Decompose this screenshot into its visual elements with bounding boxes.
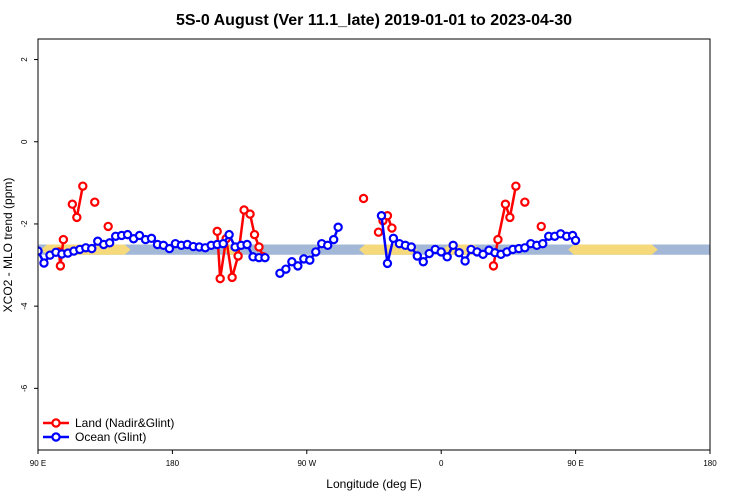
data-point [436, 247, 446, 257]
data-point [78, 181, 88, 191]
data-point [505, 212, 515, 223]
series-layer [38, 181, 581, 284]
data-point [500, 199, 511, 209]
background-band [38, 244, 710, 255]
data-point [224, 229, 234, 240]
data-point [134, 230, 145, 241]
data-point [242, 239, 252, 250]
y-axis: 2 0 -2 -4 -6 [20, 57, 38, 392]
series-line [215, 207, 265, 279]
data-point [520, 243, 530, 253]
data-point [406, 242, 417, 252]
data-point [72, 212, 82, 223]
data-point [55, 261, 66, 271]
x-tick-label: 90 E [567, 459, 583, 468]
legend-marker [51, 418, 61, 428]
data-point [442, 252, 452, 262]
data-point [570, 235, 581, 246]
data-point [215, 273, 225, 284]
data-point [493, 234, 503, 245]
data-point [536, 221, 546, 232]
data-point [218, 238, 228, 249]
data-point [538, 238, 548, 249]
data-point [387, 223, 397, 233]
data-point [382, 258, 393, 269]
y-tick-label: -6 [20, 384, 29, 392]
legend-marker [51, 432, 61, 442]
data-point [460, 256, 470, 266]
x-tick-label: 90 E [30, 459, 46, 468]
y-tick-label: 2 [20, 57, 29, 62]
data-point [245, 209, 255, 219]
data-point [104, 238, 115, 248]
data-point [249, 229, 260, 240]
data-point [87, 243, 97, 254]
legend: Land (Nadir&Glint)Ocean (Glint) [43, 416, 174, 444]
data-point [293, 261, 303, 271]
data-point [328, 234, 339, 245]
data-point [146, 233, 157, 244]
legend-label: Ocean (Glint) [75, 430, 146, 444]
data-point [212, 226, 222, 237]
data-point [333, 222, 343, 232]
x-axis-label: Longitude (deg E) [326, 477, 421, 491]
legend-item: Land (Nadir&Glint) [43, 416, 174, 430]
data-point [478, 249, 488, 260]
y-tick-label: 0 [20, 139, 29, 144]
data-point [227, 272, 237, 283]
plot-frame [37, 38, 711, 451]
data-point [260, 252, 270, 263]
y-axis-label: XCO2 - MLO trend (ppm) [1, 178, 15, 313]
data-point [520, 197, 530, 207]
y-tick-label: -4 [20, 302, 29, 310]
data-point [376, 211, 387, 221]
data-point [275, 268, 285, 278]
data-point [233, 251, 243, 261]
data-point [388, 233, 399, 244]
data-point [448, 240, 458, 251]
x-axis: 90 E 180 90 W 0 90 E 180 [30, 450, 717, 468]
data-point [281, 264, 291, 274]
data-point [254, 242, 264, 252]
data-point [412, 251, 423, 261]
legend-item: Ocean (Glint) [43, 430, 146, 444]
series-ocean [38, 211, 581, 278]
data-point [90, 197, 100, 207]
data-point [418, 257, 428, 267]
data-point [122, 229, 133, 240]
data-point [311, 247, 321, 257]
legend-label: Land (Nadir&Glint) [75, 416, 174, 430]
data-point [454, 248, 464, 258]
x-tick-label: 180 [703, 459, 717, 468]
data-point [511, 181, 521, 191]
land-band-segment [568, 244, 658, 255]
data-point [164, 243, 175, 254]
y-tick-label: -2 [20, 220, 29, 228]
x-tick-label: 180 [166, 459, 180, 468]
data-point [305, 255, 315, 265]
data-point [39, 258, 49, 268]
x-tick-label: 90 W [297, 459, 316, 468]
data-point [358, 193, 369, 204]
data-point [103, 221, 113, 232]
x-tick-label: 0 [439, 459, 444, 468]
data-point [58, 234, 69, 245]
data-point [287, 257, 297, 267]
data-point [239, 205, 249, 215]
chart-title: 5S-0 August (Ver 11.1_late) 2019-01-01 t… [176, 12, 572, 29]
data-point [373, 227, 384, 237]
data-point [488, 261, 499, 271]
data-point [67, 199, 78, 209]
data-point [323, 240, 333, 251]
data-point [424, 248, 434, 259]
